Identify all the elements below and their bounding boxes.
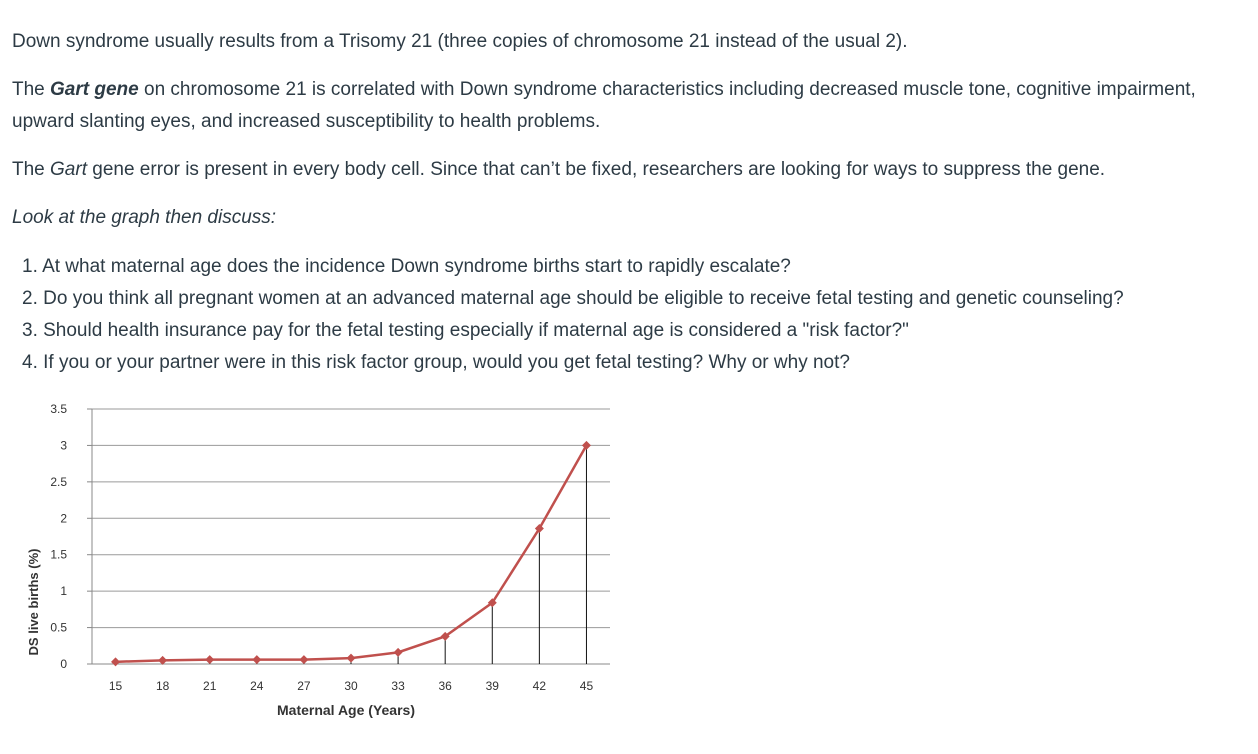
data-point-21 [205, 655, 215, 665]
chart-grid [92, 408, 610, 665]
x-tick-label-18: 18 [156, 679, 170, 693]
x-tick-label-24: 24 [250, 679, 264, 693]
data-point-18 [158, 655, 168, 665]
x-tick-label-39: 39 [486, 679, 500, 693]
gart-error-description: gene error is present in every body cell… [86, 159, 1106, 180]
data-point-15 [111, 657, 121, 667]
discussion-questions: 1. At what maternal age does the inciden… [22, 251, 1252, 379]
x-tick-label-30: 30 [344, 679, 358, 693]
question-3: 3. Should health insurance pay for the f… [22, 320, 909, 341]
question-1: 1. At what maternal age does the inciden… [22, 256, 791, 277]
chart-axes [87, 408, 93, 665]
chart-series [111, 440, 591, 667]
y-tick-label-1: 1 [60, 584, 67, 598]
gart-description: on chromosome 21 is correlated with Down… [12, 79, 1196, 132]
gart-error-paragraph: The Gart gene error is present in every … [12, 154, 1105, 186]
x-tick-label-27: 27 [297, 679, 311, 693]
data-point-30 [346, 653, 356, 663]
y-tick-label-1.5: 1.5 [50, 548, 67, 562]
y-tick-label-2.5: 2.5 [50, 475, 67, 489]
x-tick-label-21: 21 [203, 679, 217, 693]
data-point-33 [393, 647, 403, 657]
chart-tick-labels: 0 0.5 1 1.5 2 2.5 3 3.5 15 18 21 24 27 30 33 36 39 42 45 [50, 402, 593, 693]
data-point-27 [299, 655, 309, 665]
gart-gene-term: Gart gene [50, 79, 139, 100]
x-tick-label-15: 15 [109, 679, 123, 693]
data-point-42 [534, 523, 544, 533]
y-axis-title: DS live births (%) [26, 549, 41, 656]
discussion-prompt: Look at the graph then discuss: [12, 207, 277, 228]
x-tick-label-36: 36 [439, 679, 453, 693]
intro-paragraph: Down syndrome usually results from a Tri… [12, 31, 908, 52]
ds-births-chart: 0 0.5 1 1.5 2 2.5 3 3.5 15 18 21 24 27 30 33 36 39 42 45 M… [0, 390, 640, 730]
x-axis-title: Maternal Age (Years) [277, 702, 415, 718]
gart-error-prefix: The [12, 159, 51, 180]
gart-gene-paragraph: The Gart gene on chromosome 21 is correl… [12, 74, 1232, 138]
data-point-45 [581, 440, 591, 450]
y-tick-label-3.5: 3.5 [50, 402, 67, 416]
question-4: 4. If you or your partner were in this r… [22, 352, 850, 373]
y-tick-label-0: 0 [60, 657, 67, 671]
x-tick-label-42: 42 [533, 679, 547, 693]
y-tick-label-3: 3 [60, 438, 67, 452]
y-tick-label-2: 2 [60, 511, 67, 525]
chart-svg: 0 0.5 1 1.5 2 2.5 3 3.5 15 18 21 24 27 30 33 36 39 42 45 M… [26, 402, 610, 718]
x-tick-label-33: 33 [391, 679, 405, 693]
gart-prefix: The [12, 79, 51, 100]
data-point-24 [252, 655, 262, 665]
y-tick-label-0.5: 0.5 [50, 621, 67, 635]
question-2: 2. Do you think all pregnant women at an… [22, 288, 1124, 309]
gart-term: Gart [50, 159, 87, 180]
series-line [115, 444, 588, 664]
data-point-36 [440, 631, 450, 641]
data-point-39 [487, 598, 497, 608]
x-tick-label-45: 45 [580, 679, 594, 693]
